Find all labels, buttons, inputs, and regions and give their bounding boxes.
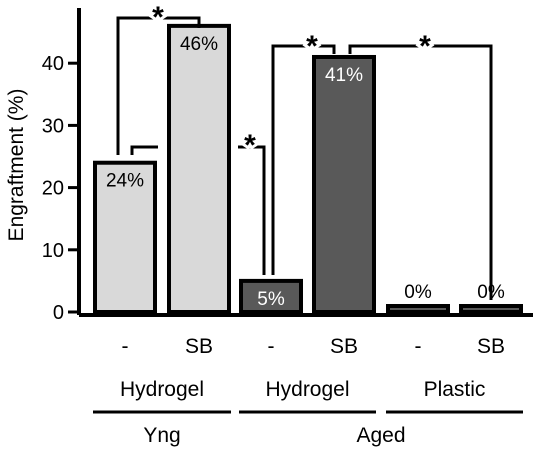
y-axis-title: Engraftment (%) [5,89,28,242]
category-label: - [415,335,422,358]
group-label: Hydrogel [120,378,204,401]
significance-bracket [348,44,493,300]
significance-bracket [271,44,336,275]
data-label: 41% [325,65,363,86]
y-tick-label: 30 [42,115,64,137]
group-label: Plastic [424,378,486,401]
category-labels: - SB - SB - SB [122,335,506,358]
category-label: SB [477,335,505,358]
significance-star: * [152,1,164,34]
data-label: 46% [180,34,218,55]
significance-bracket [130,145,158,155]
axes: Engraftment (%) [5,8,533,317]
category-label: - [122,335,129,358]
bar [459,304,523,314]
bar [93,160,157,314]
y-ticks: 0 10 20 30 40 [42,53,79,324]
supergroup-label: Yng [143,424,180,447]
data-label: 0% [404,282,432,303]
significance-brackets: * * * * [116,0,493,300]
category-label: - [268,335,275,358]
bar [386,304,450,314]
supergroup-label: Aged [356,424,405,447]
significance-star: * [244,129,256,162]
group-labels: Hydrogel Hydrogel Plastic Yng Aged [93,378,523,447]
bars: 24%46%5%41%0% 0% [93,23,523,315]
bar [239,278,303,314]
data-label: 5% [257,289,285,310]
significance-bracket [116,16,201,155]
significance-bracket [238,145,266,275]
y-tick-label: 20 [42,178,64,200]
significance-star: * [419,30,431,63]
bar [312,54,376,315]
data-label: 24% [106,171,144,192]
y-tick-label: 40 [42,53,64,75]
y-tick-label: 10 [42,240,64,262]
significance-star: * [306,30,318,63]
category-label: SB [330,335,358,358]
group-label: Hydrogel [265,378,349,401]
y-tick-label: 0 [53,302,64,324]
bar [167,23,231,314]
category-label: SB [185,335,213,358]
